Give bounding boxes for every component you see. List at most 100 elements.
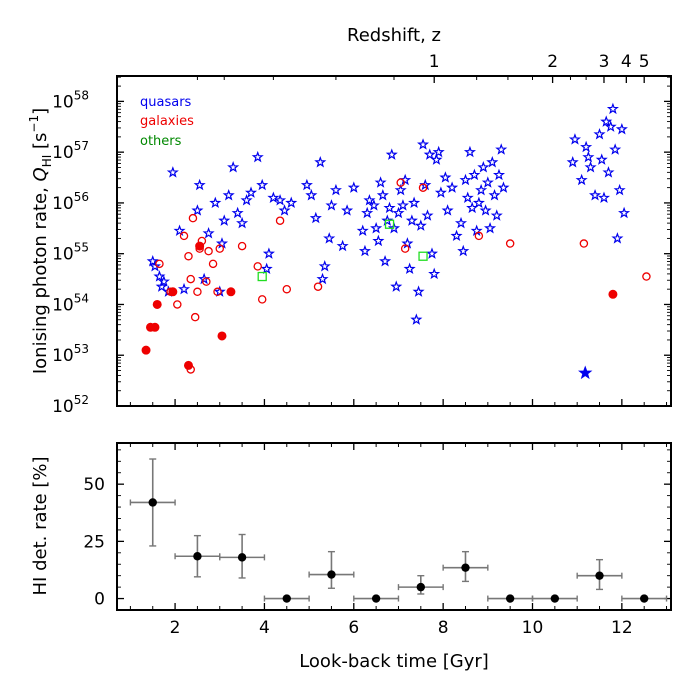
quasar-point <box>463 145 476 158</box>
y-tick-base: 10 <box>52 295 74 315</box>
y-tick-exponent: 55 <box>74 241 89 255</box>
quasar-point <box>600 115 613 127</box>
quasar-point <box>414 219 427 231</box>
redshift-tick-label: 2 <box>547 52 558 72</box>
y-label-subscript: HI <box>40 155 54 168</box>
galaxy-point-filled <box>152 299 162 309</box>
quasar-point <box>236 216 249 229</box>
quasar-point <box>209 196 222 209</box>
top-y-axis-label: Ionising photon rate, QHI [s−1] <box>27 108 54 374</box>
other-point <box>418 251 428 261</box>
quasar-point <box>193 178 206 191</box>
galaxy-point-open <box>396 178 405 187</box>
quasar-point <box>394 183 407 196</box>
y-tick-exponent: 52 <box>74 393 89 407</box>
quasar-point <box>256 178 269 191</box>
y-label-unit-close: ] <box>30 108 51 115</box>
bottom-y-tick-label: 0 <box>94 590 105 610</box>
x-axis-label: Look-back time [Gyr] <box>299 651 489 672</box>
quasar-point <box>481 176 494 188</box>
bottom-y-tick-label: 50 <box>83 475 105 495</box>
quasar-point <box>392 206 405 219</box>
galaxy-point-open <box>155 259 164 269</box>
quasar-point <box>566 155 579 168</box>
quasar-point <box>492 168 506 181</box>
redshift-axis-label: Redshift, z <box>347 25 441 46</box>
x-tick-label: 6 <box>348 618 359 638</box>
quasar-point <box>166 166 179 178</box>
galaxy-point-open <box>179 231 189 241</box>
quasar-point <box>347 181 360 193</box>
galaxy-point-filled <box>217 331 227 341</box>
y-tick-label: 1054 <box>52 291 89 315</box>
quasar-point <box>285 196 298 209</box>
bottom-y-axis-label: HI det. rate [%] <box>30 457 51 596</box>
redshift-tick-label: 4 <box>621 52 632 72</box>
quasar-point <box>305 188 318 201</box>
quasar-point <box>146 254 159 267</box>
y-tick-base: 10 <box>52 194 74 214</box>
quasar-point <box>568 133 581 145</box>
detection-rate-point <box>416 582 426 592</box>
other-point <box>257 271 267 282</box>
quasar-point <box>372 234 385 247</box>
quasar-point <box>495 143 508 155</box>
galaxy-point-open <box>642 272 651 281</box>
redshift-tick-label: 1 <box>429 52 440 72</box>
quasar-point <box>412 285 425 297</box>
quasar-point <box>383 201 396 214</box>
bottom-y-tick-label: 25 <box>83 532 105 552</box>
quasar-point <box>479 204 492 216</box>
detection-rate-point <box>639 594 649 603</box>
quasar-point <box>454 216 468 229</box>
quasar-point <box>300 178 313 191</box>
quasar-point <box>584 161 597 173</box>
y-label-symbol: Q <box>30 167 51 181</box>
galaxy-point-open <box>282 284 292 294</box>
bottom-plot-frame <box>116 442 672 611</box>
legend-quasars: quasars <box>140 95 192 110</box>
galaxy-point-open <box>215 244 225 253</box>
quasar-point <box>341 204 354 216</box>
quasar-point <box>441 204 454 216</box>
galaxy-point-open <box>579 239 589 248</box>
x-tick-label: 4 <box>259 618 270 638</box>
redshift-tick-label: 3 <box>599 52 610 72</box>
y-tick-base: 10 <box>52 92 74 112</box>
quasar-point <box>316 272 329 285</box>
quasar-point <box>597 191 611 203</box>
quasar-point <box>379 254 392 267</box>
quasar-point <box>381 214 394 226</box>
quasar-point <box>466 201 479 214</box>
galaxy-point-filled <box>141 345 151 355</box>
galaxy-point-open <box>184 251 193 261</box>
galaxy-point-filled <box>150 322 160 332</box>
quasar-point <box>177 282 191 295</box>
galaxy-point-open <box>186 274 195 284</box>
quasar-point <box>468 168 481 181</box>
quasar-point <box>157 275 170 287</box>
quasar-point <box>497 181 510 193</box>
y-tick-exponent: 54 <box>74 291 89 305</box>
quasar-point <box>274 194 287 206</box>
bottom-axis-ticks: 2 4 6 8 10 12 0 25 50 <box>83 443 671 638</box>
quasar-point <box>604 120 617 132</box>
quasar-point <box>278 204 291 216</box>
y-tick-label: 1058 <box>52 88 89 112</box>
galaxy-point-open <box>418 183 428 192</box>
galaxy-point-open <box>188 213 198 223</box>
quasar-point <box>240 194 253 206</box>
quasar-point <box>484 221 497 234</box>
quasar-point <box>329 183 342 196</box>
quasar-point <box>580 140 593 153</box>
quasar-point <box>403 262 416 275</box>
x-tick-label: 8 <box>438 618 449 638</box>
quasar-point <box>446 181 459 193</box>
detection-rate-point <box>237 553 247 562</box>
other-point <box>384 219 395 229</box>
galaxy-point-filled <box>608 289 618 299</box>
top-plot-frame <box>116 75 672 407</box>
galaxy-point-filled <box>183 360 193 370</box>
